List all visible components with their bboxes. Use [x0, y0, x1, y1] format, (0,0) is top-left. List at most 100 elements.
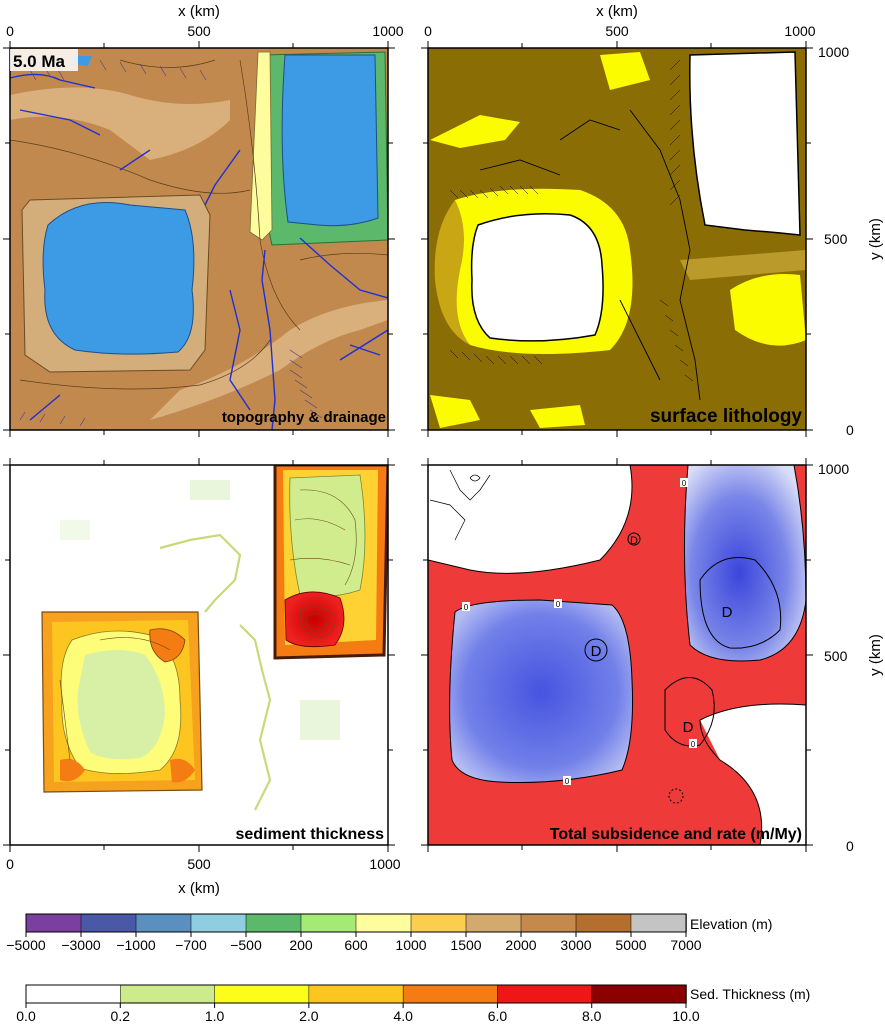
lithology-sand-patch	[430, 395, 480, 428]
y-axis-label: y (km)	[867, 634, 884, 676]
legend-swatches	[25, 984, 687, 1004]
lake-northeast	[281, 54, 379, 227]
legend-tick-label: −500	[230, 937, 262, 953]
panel-title-lithology: surface lithology	[650, 406, 802, 427]
panel-topography: 5.0 Ma topography & drainage 0 500 1000 …	[3, 3, 404, 437]
lithology-mixed-band	[680, 250, 806, 280]
sediment-northeast-basin-core	[289, 474, 366, 598]
x-tick-label: 0	[6, 856, 14, 872]
topo-yellow-shore	[249, 51, 273, 241]
contour-label-zero: 0	[682, 479, 687, 488]
legend-swatch	[214, 984, 310, 1004]
legend-label-elevation: Elevation (m)	[690, 916, 772, 932]
legend-frame	[25, 984, 687, 1004]
topo-highland-band	[150, 300, 388, 420]
y-tick-label: 1000	[818, 44, 849, 60]
zero-label-box	[462, 602, 470, 611]
legend-tick-label: 10.0	[672, 1008, 699, 1024]
topo-highland-band	[10, 87, 230, 160]
depression-label: D	[722, 604, 733, 621]
depression-label: D	[683, 719, 694, 736]
zero-contour	[699, 703, 806, 845]
legend-swatch	[25, 984, 122, 1004]
legend-swatch	[497, 984, 593, 1004]
zero-contour	[428, 465, 633, 574]
legend-tick-label: 200	[289, 937, 313, 953]
legend-swatch	[520, 913, 577, 933]
legend-swatch	[465, 913, 522, 933]
zero-label-box	[554, 599, 562, 608]
legend-tick-label: −3000	[61, 937, 101, 953]
legend-swatch	[245, 913, 302, 933]
legend-tick-label: 4.0	[393, 1008, 413, 1024]
sediment-west-basin-hotspot	[149, 628, 186, 663]
legend-swatch	[355, 913, 412, 933]
legend-tick-label: 600	[344, 937, 368, 953]
zero-label-box	[689, 739, 697, 748]
legend-swatch	[135, 913, 192, 933]
topo-contours	[10, 59, 388, 390]
legend-tick-labels: −5000 −3000 −1000 −700 −500 200 600 1000 1500 200…	[6, 932, 702, 953]
y-tick-label: 0	[846, 838, 854, 854]
y-tick-label: 1000	[818, 461, 849, 477]
legend-swatch	[630, 913, 687, 933]
x-tick-label: 500	[187, 23, 211, 39]
drainage-network	[10, 73, 388, 430]
depression-contour	[668, 788, 684, 804]
panel-sediment-thickness: sediment thickness 0 500 1000 x (km)	[3, 458, 401, 897]
subsidence-neutral-zone	[428, 465, 632, 574]
age-label: 5.0 Ma	[13, 52, 66, 71]
legend-swatch	[410, 913, 467, 933]
sediment-west-basin-hotspot	[170, 758, 195, 783]
age-label-box	[10, 49, 78, 71]
legend-swatch	[300, 913, 357, 933]
legend-swatch	[591, 984, 687, 1004]
sediment-faint-patch	[190, 480, 230, 500]
zero-label-box	[680, 478, 688, 487]
legend-tick-label: 8.0	[582, 1008, 602, 1024]
legend-tick-label: 2000	[505, 937, 536, 953]
tick-marks	[3, 41, 395, 437]
subsidence-small-contours	[429, 469, 491, 541]
depression-contour	[584, 638, 608, 662]
sediment-west-basin-hotspot	[60, 758, 85, 782]
legend-tick-labels: 0.0 0.2 1.0 2.0 4.0 6.0 8.0 10.0	[16, 1003, 700, 1024]
legend-tick-label: 5000	[615, 937, 646, 953]
legend-tick-label: 1000	[395, 937, 426, 953]
panel-title-subsidence: Total subsidence and rate (m/My)	[550, 826, 802, 843]
x-tick-label: 500	[187, 856, 211, 872]
legend-tick-label: 6.0	[488, 1008, 508, 1024]
depression-contour	[699, 557, 782, 649]
legend-swatch	[308, 984, 404, 1004]
x-tick-label: 0	[6, 23, 14, 39]
subsidence-neutral-zone	[700, 704, 806, 845]
subsidence-northeast-basin	[683, 465, 806, 662]
legend-tick-label: −700	[175, 937, 207, 953]
tick-marks	[421, 41, 813, 437]
legend-swatch	[80, 913, 137, 933]
tick-marks	[3, 458, 395, 852]
sediment-contours	[59, 489, 357, 761]
legend-tick-label: 0.0	[16, 1008, 36, 1024]
legend-tick-label: 7000	[670, 937, 701, 953]
legend-label-sediment: Sed. Thickness (m)	[690, 986, 810, 1002]
lithology-drainage	[479, 109, 701, 401]
panel-subsidence: 0 0 0 0 0 D D D D Total subsidence and r…	[421, 458, 884, 854]
sediment-channel-trails	[159, 533, 272, 811]
zero-label-box	[563, 776, 571, 785]
y-axis-label: y (km)	[867, 218, 884, 260]
x-tick-label: 1000	[369, 856, 400, 872]
sediment-west-basin-center	[77, 650, 165, 760]
depression-label: D	[630, 535, 638, 547]
legend-tick-label: 1500	[450, 937, 481, 953]
x-tick-label: 1000	[372, 23, 403, 39]
contour-label-zero: 0	[464, 603, 469, 612]
x-tick-label: 0	[424, 23, 432, 39]
lithology-sand-patch	[530, 405, 585, 428]
lake-west	[42, 202, 195, 355]
depression-contour	[627, 532, 641, 546]
legend-tick-label: −5000	[6, 937, 46, 953]
subsidence-west-basin	[449, 599, 634, 783]
lithology-hachures	[449, 59, 694, 382]
